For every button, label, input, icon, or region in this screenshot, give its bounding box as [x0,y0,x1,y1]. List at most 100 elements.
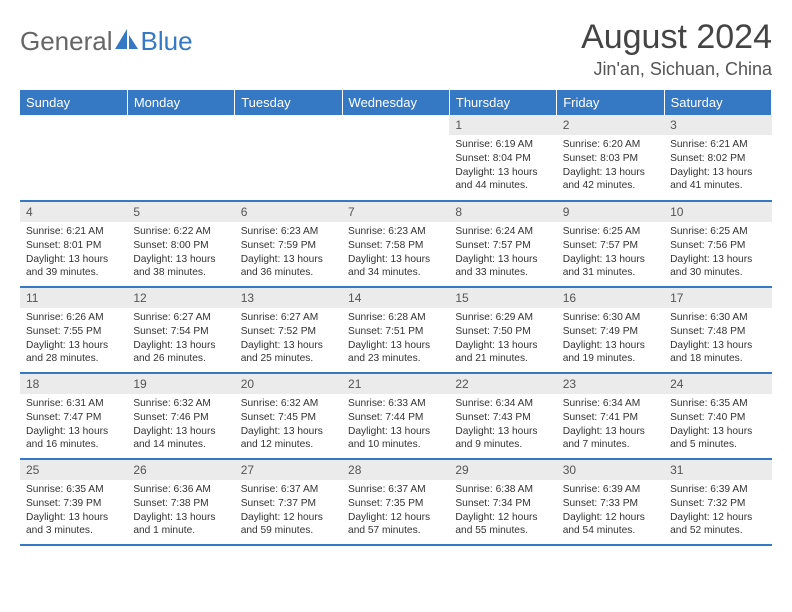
calendar-cell: 20Sunrise: 6:32 AMSunset: 7:45 PMDayligh… [235,373,342,459]
sunrise-text: Sunrise: 6:28 AM [348,311,443,325]
sunrise-text: Sunrise: 6:29 AM [455,311,550,325]
daylight-text: Daylight: 13 hours and 42 minutes. [563,166,658,194]
title-block: August 2024 Jin'an, Sichuan, China [581,18,772,80]
sunset-text: Sunset: 7:56 PM [670,239,765,253]
day-number: 14 [342,288,449,308]
sunset-text: Sunset: 7:43 PM [455,411,550,425]
sunset-text: Sunset: 7:55 PM [26,325,121,339]
day-details: Sunrise: 6:37 AMSunset: 7:37 PMDaylight:… [235,480,342,542]
day-details: Sunrise: 6:21 AMSunset: 8:02 PMDaylight:… [664,135,771,197]
sunset-text: Sunset: 8:01 PM [26,239,121,253]
day-number: 19 [127,374,234,394]
day-number: 9 [557,202,664,222]
day-details: Sunrise: 6:27 AMSunset: 7:54 PMDaylight:… [127,308,234,370]
sunrise-text: Sunrise: 6:24 AM [455,225,550,239]
day-number: 3 [664,115,771,135]
daylight-text: Daylight: 13 hours and 18 minutes. [670,339,765,367]
logo-text-general: General [20,26,113,57]
daylight-text: Daylight: 13 hours and 34 minutes. [348,253,443,281]
day-number: 25 [20,460,127,480]
daylight-text: Daylight: 12 hours and 57 minutes. [348,511,443,539]
sunrise-text: Sunrise: 6:39 AM [563,483,658,497]
day-details: Sunrise: 6:34 AMSunset: 7:41 PMDaylight:… [557,394,664,456]
calendar-cell: 28Sunrise: 6:37 AMSunset: 7:35 PMDayligh… [342,459,449,545]
daylight-text: Daylight: 13 hours and 33 minutes. [455,253,550,281]
calendar-row: 1Sunrise: 6:19 AMSunset: 8:04 PMDaylight… [20,115,772,201]
day-number: 20 [235,374,342,394]
daylight-text: Daylight: 13 hours and 36 minutes. [241,253,336,281]
sunset-text: Sunset: 7:34 PM [455,497,550,511]
day-number: 2 [557,115,664,135]
calendar-cell: 10Sunrise: 6:25 AMSunset: 7:56 PMDayligh… [664,201,771,287]
calendar-cell [127,115,234,201]
day-number: 10 [664,202,771,222]
day-details: Sunrise: 6:22 AMSunset: 8:00 PMDaylight:… [127,222,234,284]
calendar-cell: 14Sunrise: 6:28 AMSunset: 7:51 PMDayligh… [342,287,449,373]
calendar-row: 18Sunrise: 6:31 AMSunset: 7:47 PMDayligh… [20,373,772,459]
calendar-cell: 19Sunrise: 6:32 AMSunset: 7:46 PMDayligh… [127,373,234,459]
sunset-text: Sunset: 7:46 PM [133,411,228,425]
calendar-cell: 4Sunrise: 6:21 AMSunset: 8:01 PMDaylight… [20,201,127,287]
day-details: Sunrise: 6:30 AMSunset: 7:49 PMDaylight:… [557,308,664,370]
daylight-text: Daylight: 12 hours and 54 minutes. [563,511,658,539]
day-number: 22 [449,374,556,394]
day-details: Sunrise: 6:25 AMSunset: 7:57 PMDaylight:… [557,222,664,284]
day-details: Sunrise: 6:25 AMSunset: 7:56 PMDaylight:… [664,222,771,284]
sunset-text: Sunset: 7:54 PM [133,325,228,339]
calendar-cell: 16Sunrise: 6:30 AMSunset: 7:49 PMDayligh… [557,287,664,373]
day-details: Sunrise: 6:39 AMSunset: 7:32 PMDaylight:… [664,480,771,542]
col-sunday: Sunday [20,90,127,115]
sunrise-text: Sunrise: 6:37 AM [348,483,443,497]
day-number: 4 [20,202,127,222]
sunset-text: Sunset: 7:44 PM [348,411,443,425]
sunset-text: Sunset: 7:32 PM [670,497,765,511]
sunset-text: Sunset: 8:00 PM [133,239,228,253]
sunset-text: Sunset: 7:39 PM [26,497,121,511]
day-number: 29 [449,460,556,480]
daylight-text: Daylight: 13 hours and 5 minutes. [670,425,765,453]
day-number: 26 [127,460,234,480]
day-details: Sunrise: 6:23 AMSunset: 7:59 PMDaylight:… [235,222,342,284]
daylight-text: Daylight: 13 hours and 12 minutes. [241,425,336,453]
daylight-text: Daylight: 12 hours and 59 minutes. [241,511,336,539]
sunset-text: Sunset: 7:57 PM [455,239,550,253]
sunset-text: Sunset: 7:47 PM [26,411,121,425]
sail-icon [113,27,139,56]
day-number: 5 [127,202,234,222]
calendar-cell: 24Sunrise: 6:35 AMSunset: 7:40 PMDayligh… [664,373,771,459]
day-number: 23 [557,374,664,394]
day-details: Sunrise: 6:34 AMSunset: 7:43 PMDaylight:… [449,394,556,456]
daylight-text: Daylight: 13 hours and 39 minutes. [26,253,121,281]
daylight-text: Daylight: 13 hours and 30 minutes. [670,253,765,281]
sunrise-text: Sunrise: 6:27 AM [241,311,336,325]
calendar-cell: 3Sunrise: 6:21 AMSunset: 8:02 PMDaylight… [664,115,771,201]
location: Jin'an, Sichuan, China [581,59,772,80]
day-number: 28 [342,460,449,480]
sunrise-text: Sunrise: 6:34 AM [455,397,550,411]
day-details: Sunrise: 6:27 AMSunset: 7:52 PMDaylight:… [235,308,342,370]
day-details: Sunrise: 6:24 AMSunset: 7:57 PMDaylight:… [449,222,556,284]
day-details: Sunrise: 6:28 AMSunset: 7:51 PMDaylight:… [342,308,449,370]
calendar-cell: 1Sunrise: 6:19 AMSunset: 8:04 PMDaylight… [449,115,556,201]
sunrise-text: Sunrise: 6:20 AM [563,138,658,152]
day-number: 24 [664,374,771,394]
day-details: Sunrise: 6:33 AMSunset: 7:44 PMDaylight:… [342,394,449,456]
sunrise-text: Sunrise: 6:34 AM [563,397,658,411]
day-number: 12 [127,288,234,308]
calendar-cell: 27Sunrise: 6:37 AMSunset: 7:37 PMDayligh… [235,459,342,545]
day-details: Sunrise: 6:20 AMSunset: 8:03 PMDaylight:… [557,135,664,197]
day-number: 30 [557,460,664,480]
day-number: 18 [20,374,127,394]
logo: General Blue [20,18,193,57]
calendar-cell: 30Sunrise: 6:39 AMSunset: 7:33 PMDayligh… [557,459,664,545]
calendar-cell [20,115,127,201]
day-number: 8 [449,202,556,222]
sunset-text: Sunset: 7:45 PM [241,411,336,425]
daylight-text: Daylight: 13 hours and 3 minutes. [26,511,121,539]
sunrise-text: Sunrise: 6:37 AM [241,483,336,497]
sunset-text: Sunset: 7:59 PM [241,239,336,253]
daylight-text: Daylight: 13 hours and 14 minutes. [133,425,228,453]
day-number: 7 [342,202,449,222]
sunset-text: Sunset: 7:49 PM [563,325,658,339]
col-thursday: Thursday [449,90,556,115]
